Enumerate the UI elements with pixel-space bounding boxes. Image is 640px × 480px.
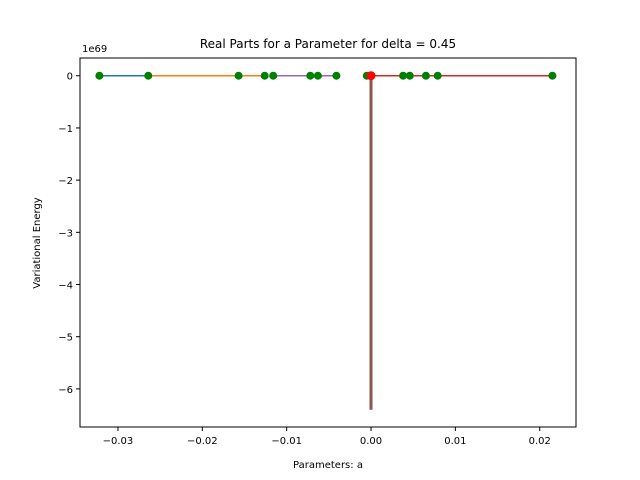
x-tick-label: −0.01 <box>271 436 302 447</box>
y-tick-label: −2 <box>58 176 73 187</box>
y-tick-label: 0 <box>67 72 73 83</box>
data-point <box>306 71 315 80</box>
data-point <box>433 71 442 80</box>
y-offset-label: 1e69 <box>82 44 107 55</box>
x-tick-label: 0.00 <box>360 436 382 447</box>
data-point <box>421 71 430 80</box>
y-tick-label: −5 <box>58 333 73 344</box>
x-tick-label: 0.02 <box>529 436 551 447</box>
plot-area <box>95 71 557 410</box>
y-tick-label: −6 <box>58 385 73 396</box>
data-point <box>313 71 322 80</box>
data-point <box>234 71 243 80</box>
y-axis-label: Variational Energy <box>32 197 43 289</box>
axes-frame <box>79 57 577 428</box>
data-point <box>399 71 408 80</box>
highlight-point <box>366 71 376 81</box>
data-point <box>144 71 153 80</box>
chart-title: Real Parts for a Parameter for delta = 0… <box>200 37 456 51</box>
data-point <box>95 71 104 80</box>
x-tick-label: 0.01 <box>444 436 466 447</box>
data-point <box>260 71 269 80</box>
x-axis-label: Parameters: a <box>293 460 363 471</box>
data-point <box>269 71 278 80</box>
data-point <box>405 71 414 80</box>
data-point <box>332 71 341 80</box>
y-tick-label: −1 <box>58 124 73 135</box>
y-tick-label: −4 <box>58 281 73 292</box>
ticks: −0.03 −0.02 −0.01 0.00 0.01 0.02 0 −1 −2 −3 −4 −5 −6 <box>58 72 551 447</box>
data-point <box>548 71 557 80</box>
x-tick-label: −0.02 <box>187 436 218 447</box>
x-tick-label: −0.03 <box>103 436 134 447</box>
y-tick-label: −3 <box>58 228 73 239</box>
